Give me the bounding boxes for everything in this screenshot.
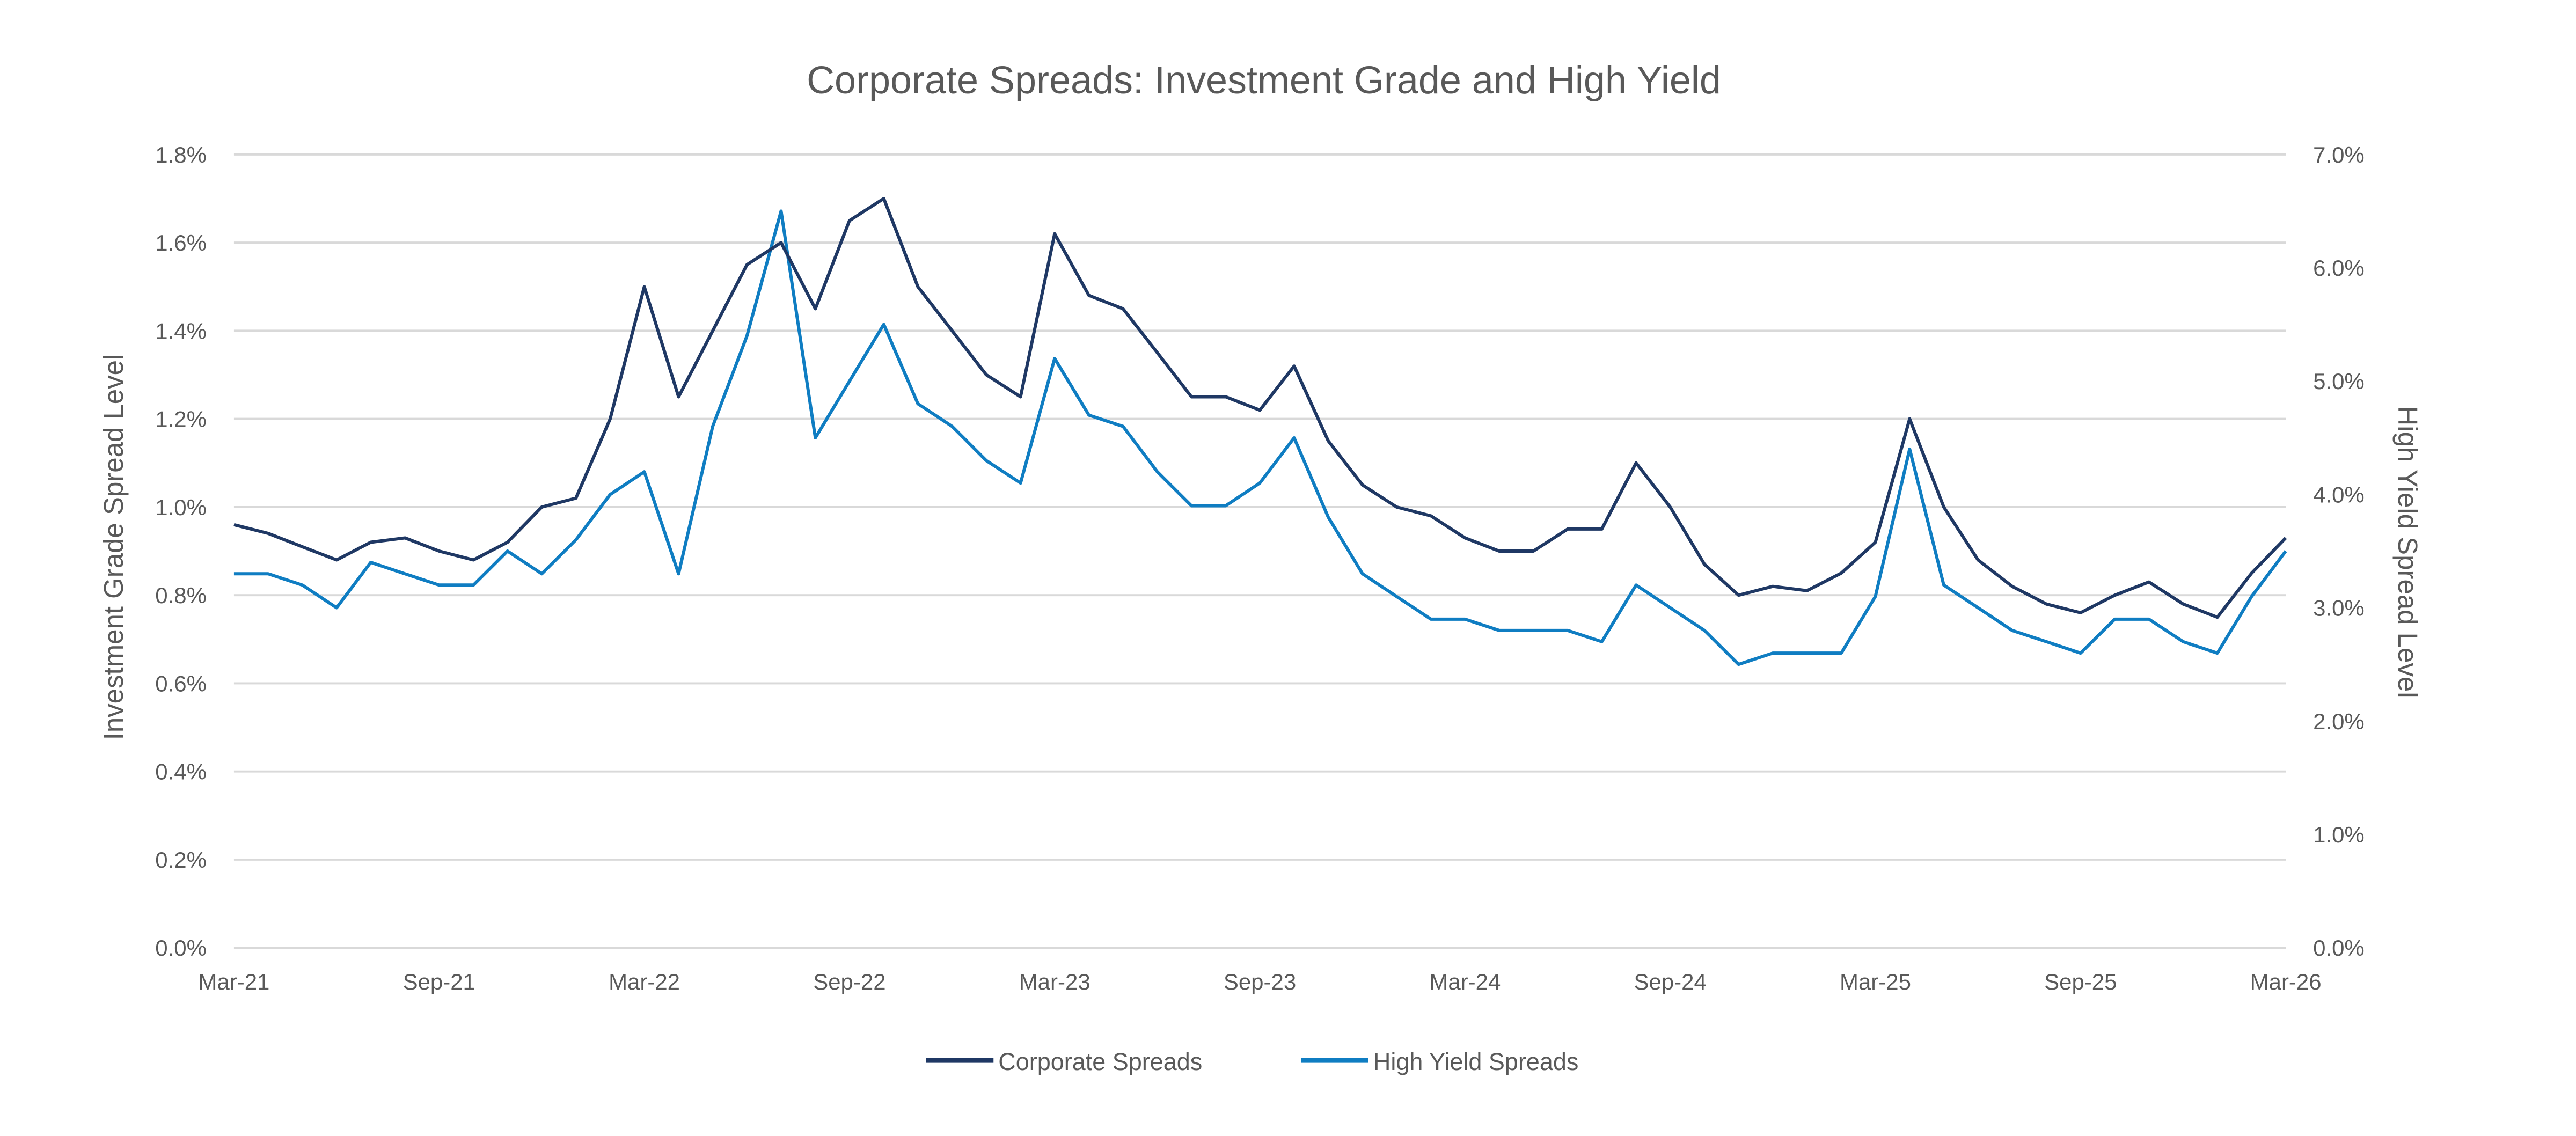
x-tick-label: Mar-23 <box>1019 969 1091 994</box>
right-tick-label: 0.0% <box>2313 935 2365 961</box>
left-tick-label: 0.4% <box>155 759 207 785</box>
legend-corporate: Corporate Spreads <box>998 1048 1202 1075</box>
series-lines <box>233 197 2287 666</box>
gridlines <box>233 153 2286 949</box>
x-tick-label: Mar-25 <box>1840 969 1911 994</box>
right-tick-label: 5.0% <box>2313 369 2365 394</box>
x-tick-label: Mar-21 <box>198 969 269 994</box>
right-axis-ticks: 0.0% 1.0% 2.0% 3.0% 4.0% 5.0% 6.0% 7.0% <box>2313 142 2365 961</box>
left-tick-label: 1.4% <box>155 318 207 343</box>
left-axis-ticks: 0.0% 0.2% 0.4% 0.6% 0.8% 1.0% 1.2% 1.4% 1.6% 1.8% <box>155 142 207 961</box>
x-tick-label: Sep-22 <box>813 969 885 994</box>
legend: Corporate Spreads High Yield Spreads <box>926 1048 1578 1075</box>
left-axis-label: Investment Grade Spread Level <box>98 354 129 741</box>
right-axis-label: High Yield Spread Level <box>2392 406 2423 698</box>
left-tick-label: 1.0% <box>155 495 207 520</box>
right-tick-label: 3.0% <box>2313 596 2365 621</box>
left-tick-label: 0.2% <box>155 847 207 873</box>
left-tick-label: 0.0% <box>155 935 207 961</box>
series-corporate-line <box>233 197 2287 619</box>
right-tick-label: 7.0% <box>2313 142 2365 167</box>
left-tick-label: 0.8% <box>155 583 207 608</box>
chart-title: Corporate Spreads: Investment Grade and … <box>807 59 1721 102</box>
x-tick-label: Mar-22 <box>609 969 680 994</box>
left-tick-label: 1.6% <box>155 230 207 255</box>
right-tick-label: 1.0% <box>2313 822 2365 847</box>
left-tick-label: 1.2% <box>155 407 207 432</box>
x-tick-label: Sep-21 <box>403 969 475 994</box>
x-tick-label: Mar-24 <box>1429 969 1501 994</box>
x-tick-label: Mar-26 <box>2250 969 2322 994</box>
left-tick-label: 1.8% <box>155 142 207 167</box>
right-tick-label: 6.0% <box>2313 255 2365 281</box>
left-tick-label: 0.6% <box>155 671 207 696</box>
right-tick-label: 4.0% <box>2313 482 2365 507</box>
legend-high-yield: High Yield Spreads <box>1373 1048 1578 1075</box>
right-tick-label: 2.0% <box>2313 709 2365 734</box>
x-tick-label: Sep-23 <box>1224 969 1296 994</box>
series-high-yield-line <box>233 209 2287 666</box>
x-tick-label: Sep-24 <box>1634 969 1706 994</box>
x-tick-label: Sep-25 <box>2044 969 2117 994</box>
x-axis-ticks: Mar-21 Sep-21 Mar-22 Sep-22 Mar-23 Sep-23 Mar-… <box>198 969 2321 994</box>
